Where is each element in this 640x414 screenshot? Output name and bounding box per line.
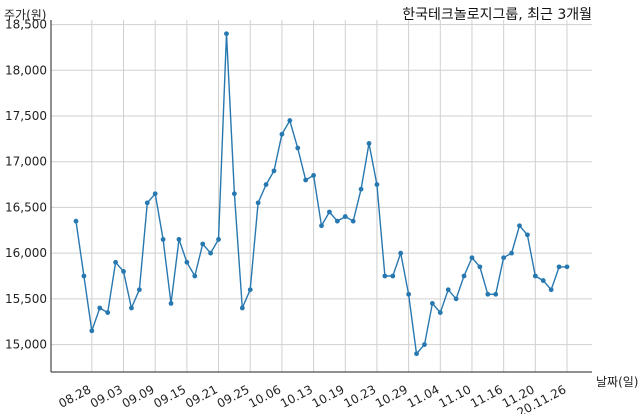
data-point: [382, 273, 388, 279]
data-point: [319, 223, 324, 229]
data-point: [327, 209, 332, 215]
y-tick-label: 16,500: [5, 200, 47, 214]
x-tick-label: 10.29: [373, 382, 410, 410]
data-point: [477, 264, 483, 270]
data-point: [152, 191, 158, 197]
data-point: [493, 291, 499, 297]
data-point: [342, 214, 348, 219]
data-point: [422, 342, 427, 347]
data-point: [279, 131, 285, 137]
x-tick-label: 11.16: [468, 382, 505, 410]
data-point: [501, 255, 507, 261]
y-tick-label: 18,500: [5, 18, 47, 32]
data-point: [311, 173, 316, 178]
data-point: [239, 305, 245, 311]
data-point: [540, 278, 546, 283]
x-tick-label: 09.25: [215, 382, 252, 410]
x-tick-label: 09.21: [183, 382, 220, 410]
data-point: [295, 145, 301, 151]
y-tick-label: 15,500: [5, 292, 47, 306]
y-axis-title: 주가(원): [4, 8, 46, 22]
data-point: [525, 232, 530, 238]
data-point: [192, 273, 198, 279]
data-point: [414, 351, 419, 357]
data-point: [350, 218, 356, 224]
data-point: [517, 223, 522, 229]
x-tick-label: 09.15: [151, 382, 188, 410]
series: [73, 31, 570, 357]
y-tick-label: 15,000: [5, 338, 47, 352]
x-axis-title: 날짜(일): [596, 375, 638, 389]
data-point: [263, 182, 269, 187]
data-point: [160, 237, 166, 242]
data-point: [224, 31, 229, 37]
data-point: [255, 200, 261, 206]
data-point: [184, 259, 190, 265]
data-point: [129, 305, 134, 311]
data-point: [144, 200, 150, 206]
data-point: [105, 310, 111, 315]
data-point: [113, 259, 118, 265]
data-point: [509, 250, 514, 256]
data-point: [406, 291, 412, 297]
data-point: [73, 218, 79, 224]
y-tick-label: 16,000: [5, 246, 47, 260]
data-point: [176, 237, 182, 242]
x-tick-label: 11.10: [436, 382, 473, 410]
data-point: [374, 182, 380, 187]
data-point: [303, 177, 309, 183]
data-point: [398, 250, 404, 256]
x-tick-label: 10.19: [310, 382, 347, 410]
data-point: [437, 310, 443, 315]
x-tick-label: 10.06: [246, 382, 283, 410]
data-point: [453, 296, 459, 302]
x-tick-label: 10.13: [278, 382, 315, 410]
data-point: [216, 237, 221, 242]
data-point: [532, 273, 538, 279]
x-tick-label: 08.28: [56, 382, 93, 410]
data-point: [390, 273, 396, 279]
data-point: [485, 291, 491, 297]
data-point: [200, 241, 206, 247]
data-point: [556, 264, 562, 270]
data-point: [461, 273, 467, 279]
y-tick-label: 18,000: [5, 63, 47, 77]
x-tick-label: 10.23: [341, 382, 378, 410]
data-point: [548, 287, 554, 293]
data-point: [231, 191, 237, 197]
data-point: [89, 328, 95, 334]
axes: [50, 20, 592, 373]
data-point: [429, 301, 435, 306]
data-point: [208, 250, 214, 256]
data-point: [287, 118, 293, 123]
data-point: [97, 305, 103, 311]
y-tick-label: 17,000: [5, 155, 47, 169]
labels: 15,000 15,500 16,000 16,500 17,000 17,500 18,0…: [5, 18, 568, 414]
data-point: [358, 186, 364, 192]
data-point: [469, 255, 475, 261]
x-tick-label: 09.09: [120, 382, 157, 410]
chart-title: 한국테크놀로지그룹, 최근 3개월: [402, 7, 592, 23]
data-point: [168, 301, 174, 306]
x-tick-label: 11.04: [405, 382, 442, 410]
x-tick-label: 09.03: [88, 382, 125, 410]
data-point: [136, 287, 142, 293]
grid: [51, 20, 592, 372]
data-point: [366, 141, 372, 146]
y-tick-label: 17,500: [5, 109, 47, 123]
data-point: [81, 273, 87, 279]
data-point: [564, 264, 570, 270]
data-point: [334, 218, 340, 224]
data-point: [247, 287, 253, 293]
data-point: [445, 287, 451, 293]
price-line: [75, 33, 567, 356]
data-point: [121, 269, 126, 274]
data-point: [271, 168, 277, 174]
